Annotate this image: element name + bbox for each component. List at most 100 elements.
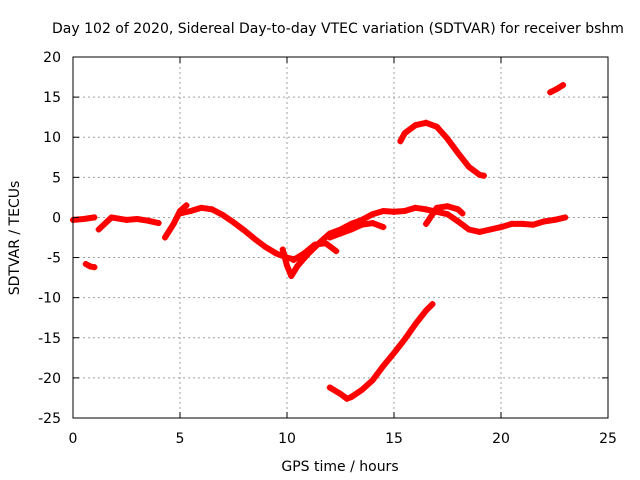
data-point	[144, 217, 151, 224]
plot-frame	[72, 56, 609, 419]
data-point	[290, 256, 297, 263]
y-tick-label: 20	[43, 50, 61, 66]
x-tick-label: 0	[69, 431, 78, 447]
data-point	[311, 241, 318, 248]
data-point	[337, 230, 344, 237]
data-point	[123, 216, 130, 223]
x-tick-label: 15	[385, 431, 403, 447]
data-point	[530, 221, 537, 228]
data-point	[198, 204, 205, 211]
data-point	[391, 208, 397, 215]
data-point	[487, 226, 494, 233]
data-point	[380, 362, 387, 369]
data-point	[553, 86, 560, 93]
data-point	[273, 250, 280, 257]
data-point	[412, 122, 419, 129]
x-tick-label: 25	[599, 431, 617, 447]
data-point	[423, 119, 430, 126]
ticks: 0 5 10 15 20 25 -25 -20 -15 -10 -5 0 5 10 15 20	[38, 50, 617, 447]
series-line	[326, 301, 436, 402]
data-point	[301, 250, 308, 257]
data-point	[476, 228, 483, 235]
data-point	[91, 214, 98, 221]
data-point	[560, 82, 567, 89]
data-point	[480, 172, 487, 179]
data-point	[465, 163, 472, 170]
data-point	[519, 220, 526, 227]
data-point	[412, 321, 419, 328]
data-point	[423, 206, 430, 213]
data-point	[326, 384, 333, 391]
data-point	[369, 220, 376, 227]
data-point	[397, 138, 404, 145]
data-point	[540, 218, 547, 225]
series-track-h	[326, 220, 387, 241]
data-point	[177, 210, 183, 217]
y-tick-label: 10	[43, 130, 61, 146]
data-point	[262, 244, 269, 251]
series-track-b	[82, 260, 98, 271]
y-tick-label: 0	[52, 210, 61, 226]
y-tick-label: 5	[52, 170, 61, 186]
series-line	[162, 202, 190, 241]
data-point	[348, 226, 355, 233]
series-track-a	[70, 214, 98, 223]
data-point	[412, 204, 419, 211]
data-point	[433, 204, 440, 211]
data-point	[251, 236, 258, 243]
x-tick-label: 10	[278, 431, 296, 447]
data-point	[219, 212, 226, 219]
y-tick-label: -25	[38, 411, 61, 427]
data-point	[444, 135, 451, 142]
series-track-l	[547, 82, 567, 96]
data-point	[508, 220, 515, 227]
data-point	[551, 216, 558, 223]
data-point	[498, 224, 504, 231]
data-point	[369, 211, 376, 218]
data-point	[455, 218, 462, 225]
data-point	[369, 377, 376, 384]
data-point	[348, 220, 355, 227]
y-tick-label: -20	[38, 371, 61, 387]
series-track-i	[423, 203, 466, 227]
data-point	[333, 248, 340, 255]
data-point	[358, 386, 365, 393]
data-point	[455, 206, 462, 213]
data-point	[95, 226, 102, 233]
data-point	[279, 246, 286, 253]
series-track-d	[162, 202, 190, 241]
data-point	[155, 220, 162, 227]
y-tick-label: -5	[47, 251, 61, 267]
data-point	[183, 202, 190, 209]
data-point	[401, 336, 408, 343]
y-tick-label: -10	[38, 291, 61, 307]
data-point	[108, 214, 115, 221]
data-point	[80, 216, 87, 223]
series-track-c	[95, 214, 162, 233]
data-point	[170, 220, 177, 227]
data-point	[187, 208, 194, 215]
data-point	[162, 234, 169, 241]
y-axis-label: SDTVAR / TECUs	[7, 181, 23, 296]
series-line	[397, 119, 487, 179]
data-point	[343, 395, 350, 402]
data-point	[547, 89, 554, 96]
data-point	[455, 150, 462, 157]
data-point	[423, 220, 430, 227]
data-point	[326, 234, 333, 241]
data-point	[433, 123, 440, 130]
y-tick-label: 15	[43, 90, 61, 106]
data-point	[288, 273, 295, 280]
x-tick-label: 20	[492, 431, 510, 447]
data-point	[380, 224, 387, 231]
data-point	[465, 226, 472, 233]
series-track-e	[177, 204, 297, 263]
data-point	[459, 210, 466, 217]
data-point	[294, 262, 301, 269]
data-point	[209, 206, 216, 213]
data-point	[562, 214, 569, 221]
data-point	[82, 260, 89, 267]
data-point	[401, 208, 408, 215]
data-point	[444, 203, 451, 210]
